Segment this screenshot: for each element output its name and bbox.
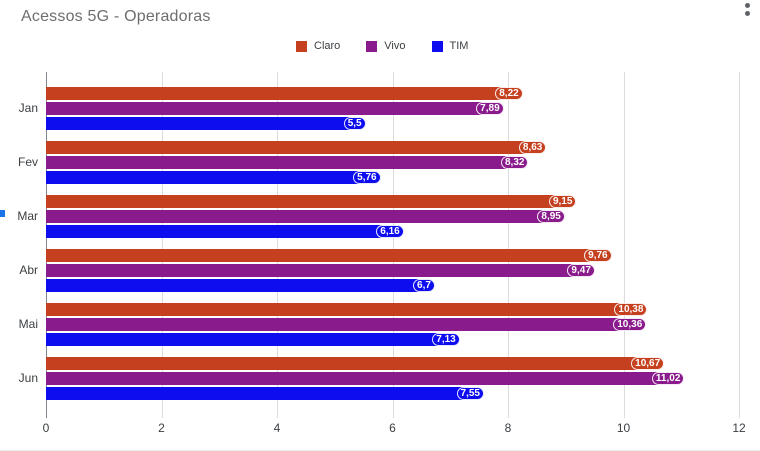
bar-claro-jun[interactable]: 10,67 (46, 357, 665, 370)
bar-value-label: 11,02 (651, 372, 685, 385)
bar-claro-fev[interactable]: 8,63 (46, 141, 547, 154)
x-tick-label: 2 (158, 421, 165, 435)
bar-value-label: 9,47 (567, 264, 595, 277)
category-label-jan: Jan (18, 101, 38, 115)
bar-vivo-abr[interactable]: 9,47 (46, 264, 595, 277)
bar-claro-mar[interactable]: 9,15 (46, 195, 577, 208)
bar-value-label: 10,67 (631, 357, 665, 370)
bar-vivo-jan[interactable]: 7,89 (46, 102, 504, 115)
chart-legend: Claro Vivo TIM (296, 40, 468, 52)
menu-dot (745, 3, 750, 8)
bar-value-label: 10,38 (614, 303, 648, 316)
legend-swatch-vivo (366, 40, 378, 52)
bar-tim-mai[interactable]: 7,13 (46, 333, 460, 346)
legend-item-claro: Claro (296, 40, 340, 52)
bar-claro-mai[interactable]: 10,38 (46, 303, 648, 316)
bar-claro-jan[interactable]: 8,22 (46, 87, 523, 100)
category-label-mar: Mar (17, 209, 38, 223)
bar-value-label: 5,76 (353, 171, 381, 184)
bar-group-mai: 10,38 10,36 7,13 (46, 303, 739, 346)
x-tick-label: 0 (42, 421, 50, 435)
category-label-mai: Mai (18, 317, 38, 331)
bar-value-label: 8,32 (501, 156, 529, 169)
bar-vivo-mai[interactable]: 10,36 (46, 318, 647, 331)
bar-tim-fev[interactable]: 5,76 (46, 171, 381, 184)
x-tick-label: 6 (389, 421, 396, 435)
gridline (161, 72, 163, 418)
x-tick-label: 12 (732, 421, 746, 435)
legend-label: Vivo (384, 40, 406, 52)
legend-swatch-tim (431, 40, 443, 52)
bar-tim-jan[interactable]: 5,5 (46, 117, 366, 130)
gridline (508, 72, 509, 418)
gridline (739, 72, 740, 418)
gridline (392, 72, 394, 418)
x-tick-label: 4 (273, 421, 281, 435)
legend-item-tim: TIM (431, 40, 469, 52)
legend-label: TIM (449, 40, 469, 52)
bar-group-jun: 10,67 11,02 7,55 (46, 357, 739, 400)
bar-value-label: 8,95 (537, 210, 565, 223)
bar-value-label: 6,7 (413, 279, 435, 292)
bar-vivo-fev[interactable]: 8,32 (46, 156, 529, 169)
more-options-icon[interactable] (743, 1, 752, 18)
left-edge-artifact (0, 210, 5, 217)
bar-value-label: 6,16 (376, 225, 404, 238)
bar-tim-mar[interactable]: 6,16 (46, 225, 404, 238)
bar-value-label: 7,13 (432, 333, 460, 346)
legend-label: Claro (314, 40, 341, 52)
x-tick-label: 8 (504, 421, 512, 435)
gridline (277, 72, 278, 418)
bar-group-mar: 9,15 8,95 6,16 (46, 195, 739, 238)
bar-value-label: 9,76 (584, 249, 612, 262)
bar-value-label: 5,5 (343, 117, 366, 130)
plot-area: 8,22 7,89 5,5 8,63 8,32 5,76 9,15 8,95 6,16 9,76 9… (46, 72, 740, 418)
chart-title: Acessos 5G - Operadoras (21, 8, 211, 25)
legend-swatch-claro (296, 40, 307, 52)
bar-group-jan: 8,22 7,89 5,5 (46, 87, 739, 130)
category-label-jun: Jun (18, 371, 38, 385)
gridline (623, 72, 625, 418)
bar-value-label: 8,63 (518, 141, 547, 154)
bar-vivo-mar[interactable]: 8,95 (46, 210, 565, 223)
menu-dot (745, 11, 750, 16)
category-label-fev: Fev (17, 155, 38, 169)
bar-tim-jun[interactable]: 7,55 (46, 387, 484, 400)
bar-group-fev: 8,63 8,32 5,76 (46, 141, 739, 184)
legend-item-vivo: Vivo (366, 40, 406, 52)
category-label-abr: Abr (19, 263, 38, 277)
bar-group-abr: 9,76 9,47 6,7 (46, 249, 739, 292)
bar-tim-abr[interactable]: 6,7 (46, 279, 435, 292)
bar-vivo-jun[interactable]: 11,02 (46, 372, 685, 385)
bar-value-label: 7,55 (456, 387, 484, 400)
bar-value-label: 8,22 (495, 87, 523, 100)
y-axis-line (46, 72, 47, 418)
bar-value-label: 9,15 (548, 195, 577, 208)
x-tick-label: 10 (616, 421, 631, 435)
bar-claro-abr[interactable]: 9,76 (46, 249, 612, 262)
bar-value-label: 10,36 (613, 318, 647, 331)
bar-value-label: 7,89 (476, 102, 504, 115)
